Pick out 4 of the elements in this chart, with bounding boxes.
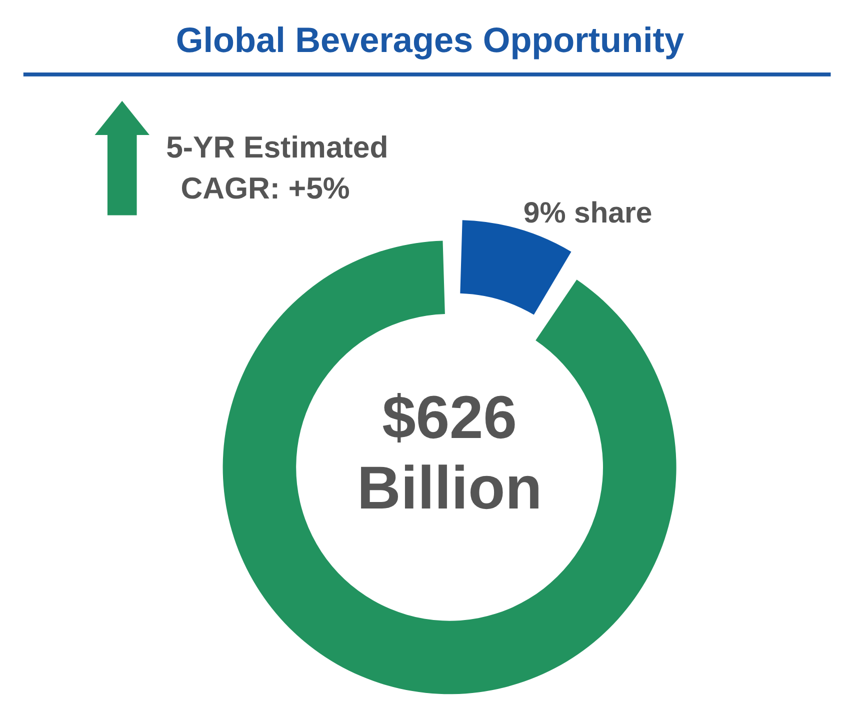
- text: 5-YR Estimated CAGR: +5%: [166, 132, 388, 206]
- text: $626 Billion: [357, 383, 542, 522]
- chart-title: Global Beverages Opportunity: [176, 20, 685, 60]
- data-label: 9% share: [523, 196, 652, 230]
